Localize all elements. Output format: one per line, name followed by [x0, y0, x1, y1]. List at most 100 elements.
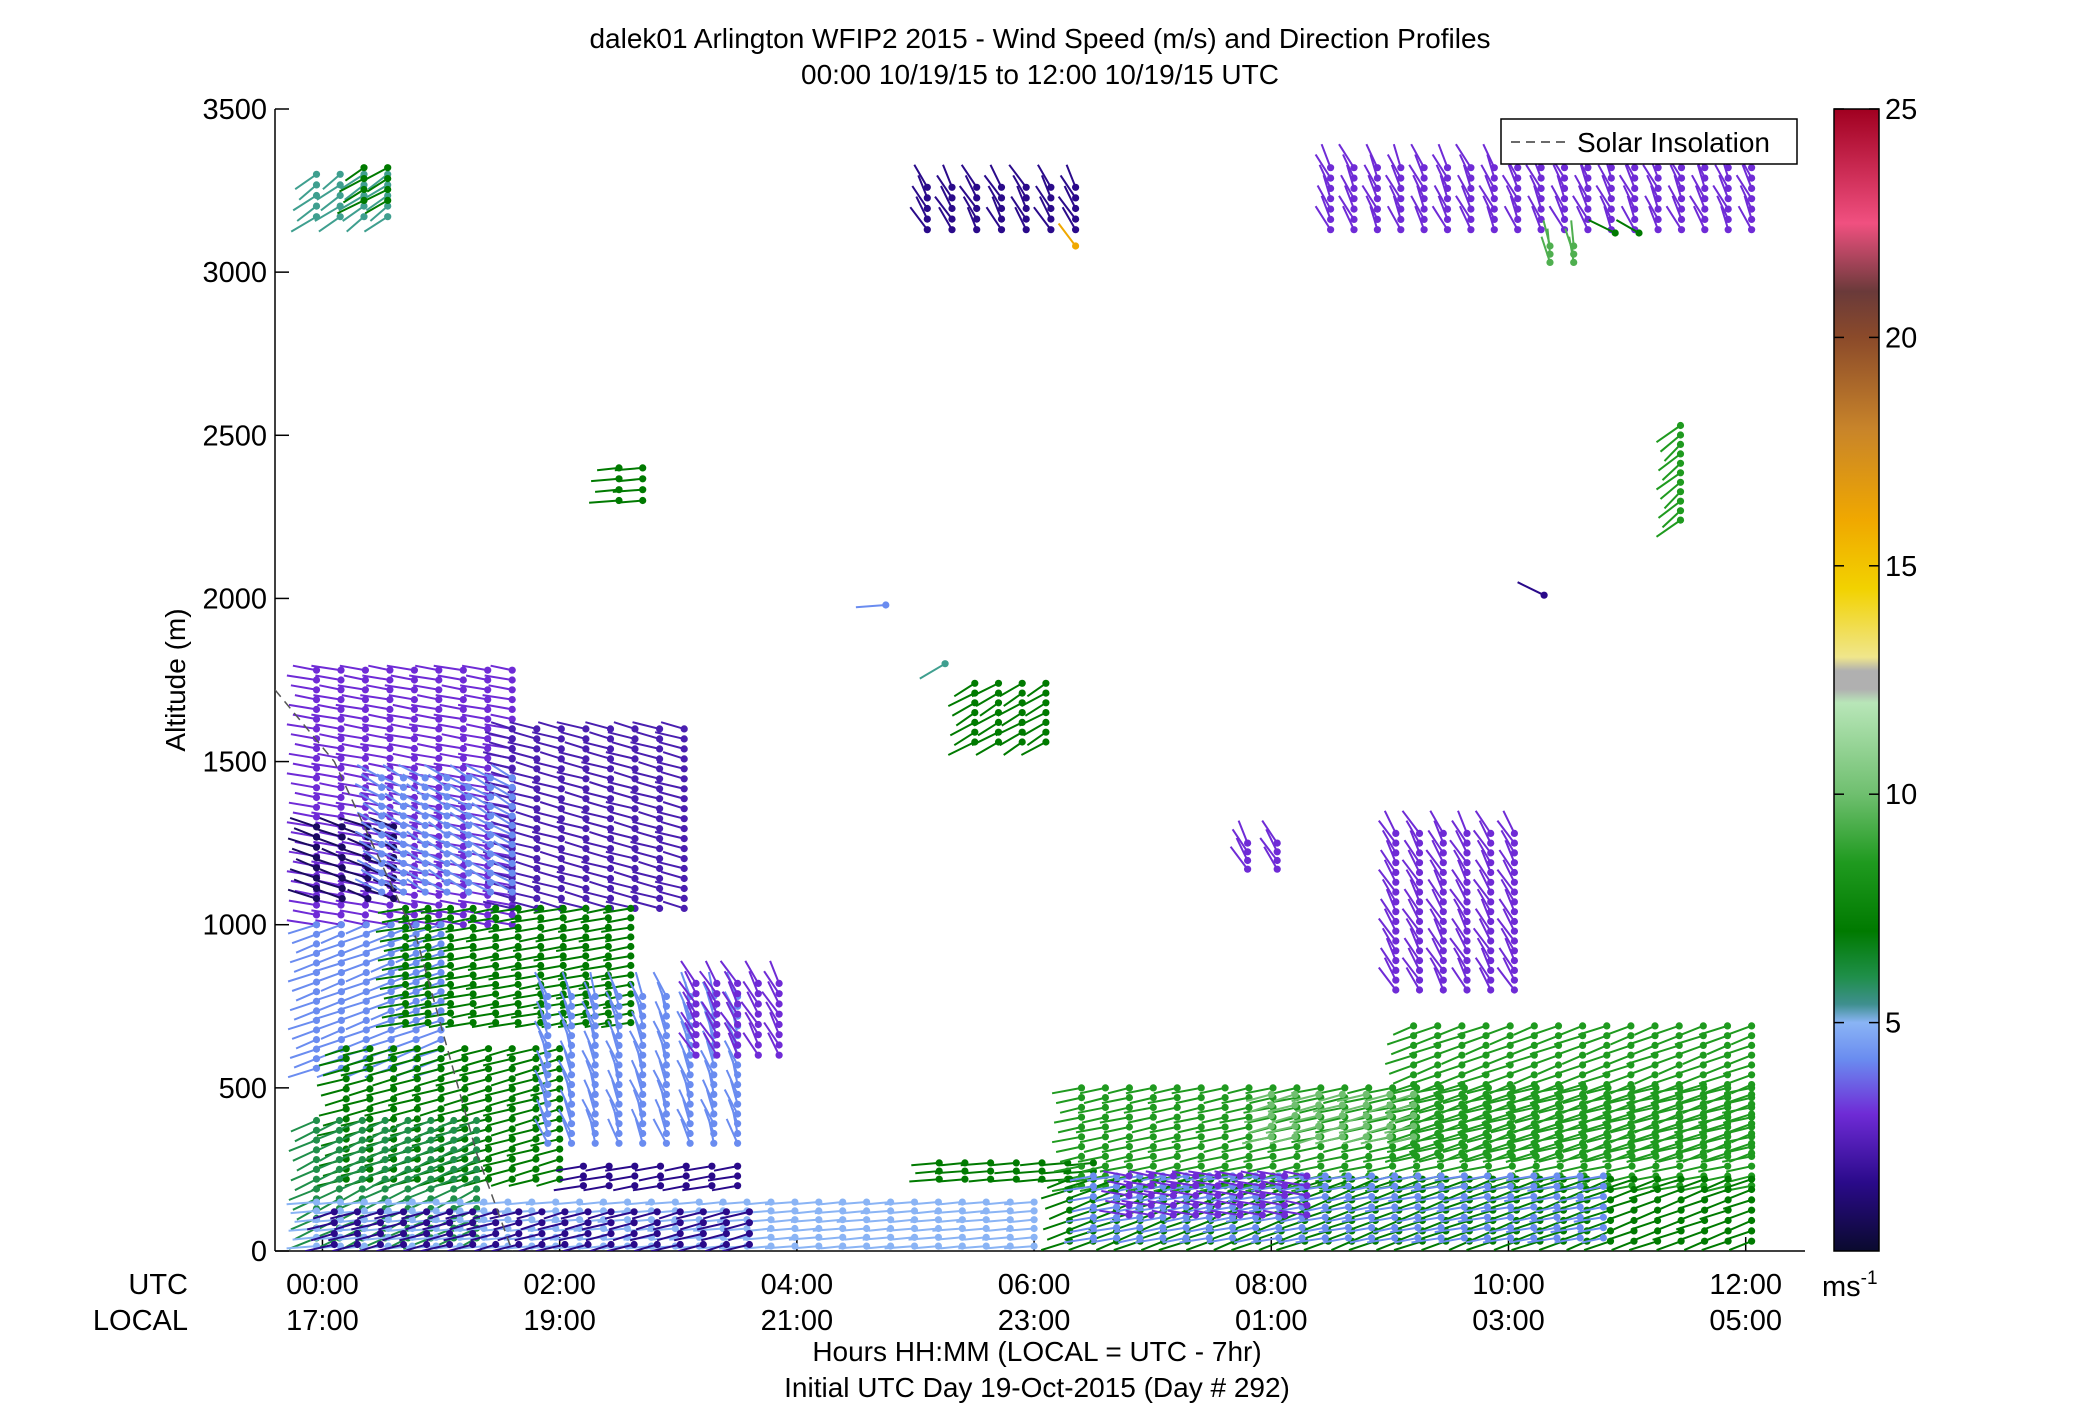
- wind-barb-point: [1365, 1143, 1373, 1151]
- wind-barb-point: [631, 755, 639, 763]
- wind-barb-shaft: [820, 1245, 843, 1250]
- wind-barb-shaft: [286, 1245, 317, 1250]
- wind-barb-point: [627, 904, 635, 913]
- wind-barb-shaft: [1658, 1106, 1681, 1114]
- wind-barb-shaft: [1431, 937, 1445, 962]
- wind-barb-shaft: [607, 880, 636, 890]
- wind-barb-point: [1628, 1162, 1636, 1170]
- wind-barb-shaft: [404, 1168, 432, 1182]
- wind-barb-point: [459, 872, 467, 880]
- wind-barb-point: [1463, 829, 1471, 838]
- wind-barb-shaft: [1529, 1093, 1559, 1105]
- wind-barb-shaft: [1485, 1073, 1511, 1085]
- wind-barb-point: [1410, 1112, 1418, 1120]
- wind-barb-point: [312, 793, 321, 802]
- wind-barb-shaft: [365, 194, 389, 212]
- wind-barb-point: [1463, 908, 1471, 916]
- wind-barb-shaft: [461, 1201, 485, 1206]
- wind-barb-shaft: [1014, 206, 1028, 231]
- wind-barb-shaft: [583, 981, 597, 1007]
- wind-barb-shaft: [1663, 443, 1682, 462]
- wind-barb-point: [312, 1036, 321, 1044]
- wind-barb-point: [1089, 1159, 1097, 1167]
- wind-barb-shaft: [587, 850, 611, 860]
- wind-barb-point: [1677, 174, 1686, 182]
- wind-barb-shaft: [1608, 1103, 1632, 1115]
- wind-barb-shaft: [293, 827, 317, 839]
- x-tick-label-local: 17:00: [286, 1305, 359, 1337]
- wind-barb-point: [567, 1110, 576, 1118]
- wind-barb-shaft: [1149, 1126, 1178, 1134]
- wind-barb-shaft: [362, 942, 392, 954]
- wind-barb-shaft: [1458, 154, 1472, 179]
- wind-barb-shaft: [561, 935, 586, 943]
- wind-barb-point: [446, 914, 455, 922]
- wind-barb-point: [484, 1095, 493, 1103]
- wind-barb-point: [469, 1019, 477, 1027]
- wind-barb-point: [1410, 1133, 1418, 1141]
- wind-barb-shaft: [1381, 829, 1397, 854]
- wind-barb-point: [484, 744, 492, 753]
- wind-barb-shaft: [772, 1218, 795, 1223]
- wind-barb-shaft: [1442, 1096, 1465, 1105]
- wind-barb-point: [1327, 215, 1335, 223]
- wind-barb-shaft: [354, 830, 383, 846]
- wind-barb-shaft: [443, 993, 474, 1000]
- wind-barb-point: [484, 725, 492, 733]
- wind-barb-shaft: [488, 1097, 513, 1107]
- wind-barb-point: [1269, 1143, 1277, 1151]
- wind-barb-point: [1627, 1051, 1635, 1059]
- wind-barb-point: [1748, 1041, 1756, 1049]
- wind-barb-point: [413, 1175, 421, 1183]
- wind-barb-point: [544, 1110, 552, 1118]
- wind-barb-point: [342, 1115, 350, 1123]
- wind-barb-point: [1490, 174, 1498, 182]
- wind-barb-shaft: [1712, 184, 1730, 210]
- wind-barb-shaft: [1578, 1073, 1608, 1085]
- wind-barb-point: [437, 1115, 445, 1123]
- wind-barb-shaft: [322, 1067, 347, 1077]
- wind-barb-point: [1723, 1041, 1732, 1049]
- wind-barb-shaft: [533, 860, 562, 870]
- wind-barb-point: [312, 930, 321, 938]
- wind-barb-shaft: [339, 811, 366, 819]
- wind-barb-shaft: [292, 194, 318, 212]
- wind-barb-shaft: [1293, 1125, 1319, 1134]
- wind-barb-shaft: [1486, 154, 1496, 179]
- wind-barb-point: [508, 676, 516, 684]
- wind-barb-shaft: [366, 831, 391, 838]
- wind-barb-shaft: [340, 1067, 371, 1077]
- wind-barb-shaft: [398, 916, 429, 924]
- wind-barb-point: [1047, 183, 1055, 191]
- wind-barb-point: [312, 940, 321, 948]
- wind-barb-shaft: [994, 1170, 1017, 1175]
- wind-barb-shaft: [1438, 1086, 1465, 1095]
- wind-barb-point: [582, 845, 590, 853]
- wind-barb-shaft: [365, 1129, 386, 1143]
- wind-barb-shaft: [1626, 1152, 1656, 1163]
- wind-barb-shaft: [1451, 966, 1468, 991]
- wind-barb-point: [1221, 1162, 1229, 1170]
- wind-barb-shaft: [912, 1201, 939, 1206]
- wind-barb-shaft: [605, 801, 636, 810]
- wind-barb-shaft: [587, 801, 611, 810]
- wind-barb-point: [631, 725, 639, 733]
- wind-barb-point: [484, 666, 492, 674]
- wind-barb-point: [538, 1230, 546, 1238]
- wind-barb-point: [1748, 195, 1756, 203]
- wind-barb-shaft: [342, 1139, 363, 1152]
- wind-barb-shaft: [535, 1049, 549, 1076]
- wind-barb-shaft: [747, 1201, 772, 1206]
- wind-barb-point: [1570, 250, 1578, 258]
- wind-barb-shaft: [392, 703, 415, 711]
- wind-barb-shaft: [1225, 1155, 1250, 1163]
- wind-barb-shaft: [609, 1174, 635, 1182]
- wind-barb-point: [567, 1090, 576, 1098]
- wind-barb-point: [361, 735, 369, 743]
- wind-barb-shaft: [958, 1245, 987, 1250]
- wind-barb-shaft: [514, 1067, 537, 1077]
- wind-barb-point: [1723, 1090, 1732, 1098]
- wind-barb-shaft: [764, 1245, 795, 1250]
- wind-barb-shaft: [719, 1201, 748, 1206]
- wind-barb-shaft: [1197, 1106, 1226, 1114]
